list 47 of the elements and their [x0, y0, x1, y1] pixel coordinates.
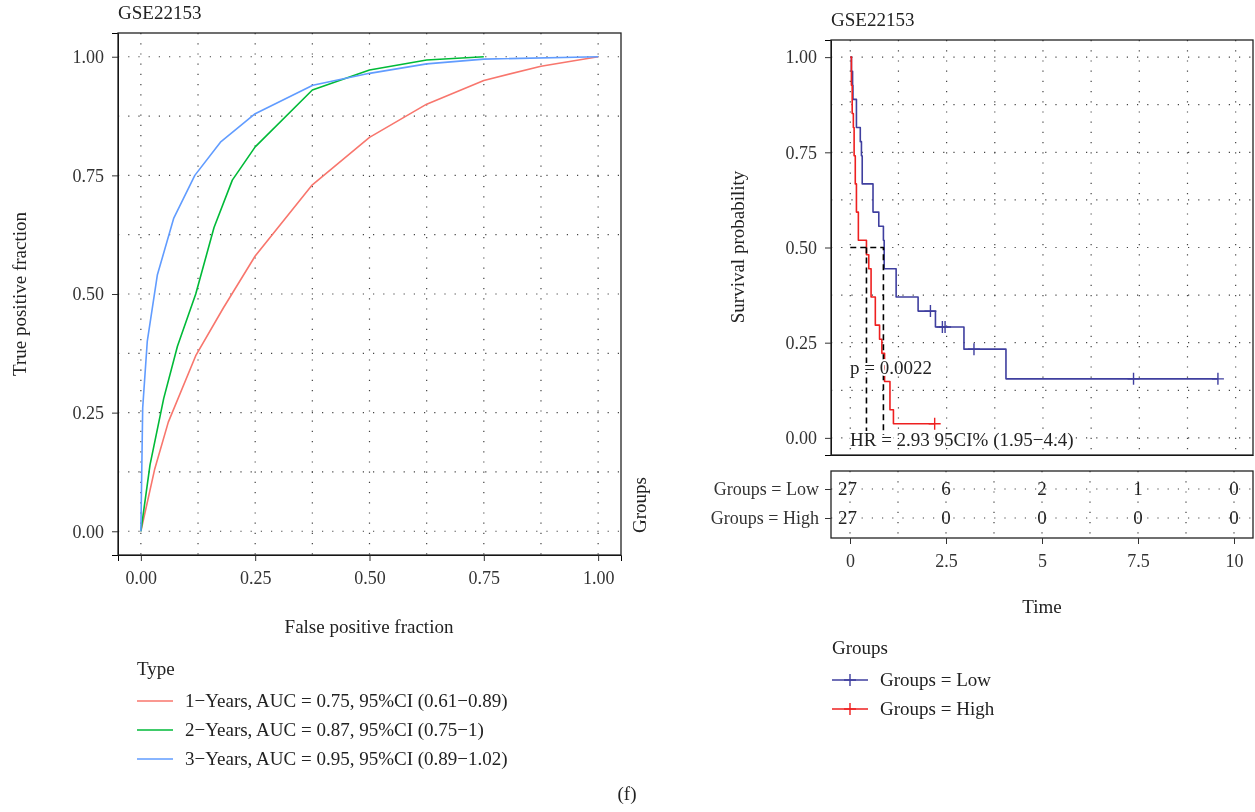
chart-title: GSE22153	[118, 2, 202, 23]
y-tick-label: 0.50	[72, 284, 104, 305]
x-tick-label: 0.25	[239, 567, 272, 588]
x-axis-title: Time	[1022, 596, 1062, 617]
x-tick-label: 0.00	[125, 567, 158, 588]
y-tick-label: 0.75	[72, 165, 104, 186]
x-tick-label: 7.5	[1127, 550, 1150, 571]
x-tick-label: 2.5	[935, 550, 958, 571]
text: (f)	[617, 783, 637, 805]
x-tick-label: 1.00	[582, 567, 615, 588]
y-tick-label: 0.00	[72, 521, 104, 542]
legend-label: 1−Years, AUC = 0.75, 95%CI (0.61−0.89)	[185, 690, 508, 712]
y-axis-title: Groups	[629, 477, 650, 533]
data-label: 2	[1037, 478, 1047, 499]
x-tick-label: 10	[1225, 550, 1244, 571]
x-axis-title: False positive fraction	[284, 616, 454, 637]
x-tick-label: 0.75	[468, 567, 501, 588]
y-tick-label: 1.00	[72, 46, 104, 67]
y-tick-label: Groups = High	[710, 508, 819, 529]
y-tick-label: 0.50	[785, 237, 817, 258]
data-label: 1	[1133, 478, 1143, 499]
chart-title: GSE22153	[831, 9, 915, 30]
y-axis-title: True positive fraction	[9, 211, 30, 376]
y-tick-label: Groups = Low	[713, 479, 819, 500]
y-axis-title: Survival probability	[727, 170, 748, 324]
y-tick-label: 0.75	[785, 142, 817, 163]
y-tick-label: 0.00	[785, 428, 817, 449]
x-tick-label: 0.50	[354, 567, 386, 588]
data-label: 0	[941, 507, 951, 528]
legend-title: Type	[137, 658, 175, 679]
data-label: 0	[1229, 507, 1239, 528]
data-label: 6	[941, 478, 951, 499]
data-label: 27	[838, 507, 857, 528]
data-label: 0	[1229, 478, 1239, 499]
legend-label: Groups = High	[880, 698, 995, 719]
x-tick-label: 5	[1038, 550, 1047, 571]
legend-title: Groups	[832, 637, 888, 658]
legend-label: 3−Years, AUC = 0.95, 95%CI (0.89−1.02)	[185, 748, 508, 770]
data-label: 27	[838, 478, 857, 499]
data-label: 0	[1133, 507, 1143, 528]
data-label: 0	[1037, 507, 1047, 528]
x-tick-label: 0	[846, 550, 855, 571]
y-tick-label: 1.00	[785, 47, 817, 68]
legend-label: 2−Years, AUC = 0.87, 95%CI (0.75−1)	[185, 719, 484, 741]
y-tick-label: 0.25	[72, 402, 104, 423]
y-tick-label: 0.25	[785, 332, 817, 353]
legend-label: Groups = Low	[880, 669, 992, 690]
